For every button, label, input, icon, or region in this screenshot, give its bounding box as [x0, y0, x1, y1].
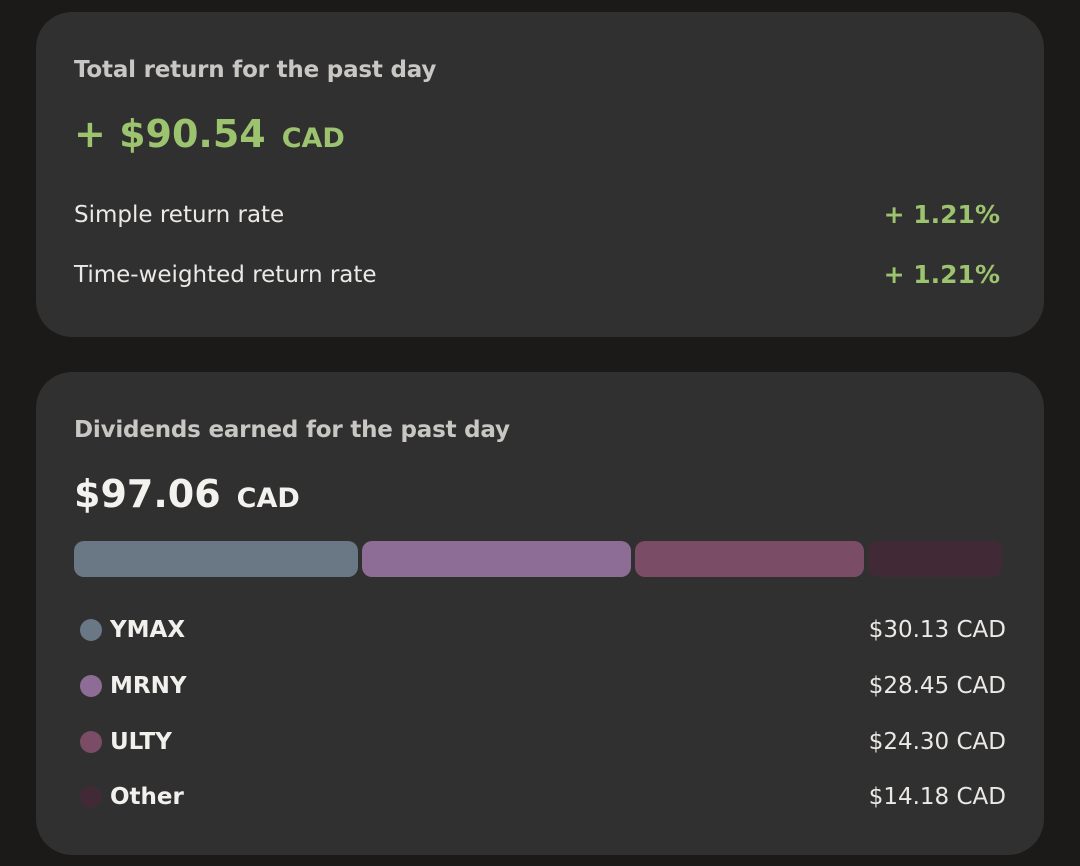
total-return-amount: + $90.54 CAD [74, 112, 345, 156]
dividends-breakdown-bar [74, 541, 1002, 577]
legend-row-other[interactable]: Other $14.18 CAD [80, 784, 1006, 810]
legend-value-ulty: $24.30 CAD [868, 729, 1006, 755]
time-weighted-return-value: + 1.21% [883, 260, 1000, 289]
dividends-title: Dividends earned for the past day [74, 417, 510, 443]
mrny-color-dot [80, 675, 102, 697]
legend-name-ulty: ULTY [110, 729, 172, 755]
legend-row-mrny[interactable]: MRNY $28.45 CAD [80, 673, 1006, 699]
simple-return-value: + 1.21% [883, 200, 1000, 229]
time-weighted-return-row: Time-weighted return rate + 1.21% [74, 260, 1000, 289]
total-return-currency: CAD [281, 123, 345, 154]
time-weighted-return-label: Time-weighted return rate [74, 261, 377, 288]
simple-return-label: Simple return rate [74, 201, 285, 228]
total-return-value: + $90.54 [74, 112, 266, 156]
total-return-title: Total return for the past day [74, 57, 437, 83]
ymax-color-dot [80, 619, 102, 641]
dividends-currency: CAD [236, 483, 300, 514]
legend-name-other: Other [110, 784, 184, 810]
dividends-card: Dividends earned for the past day $97.06… [36, 372, 1044, 855]
legend-row-ulty[interactable]: ULTY $24.30 CAD [80, 729, 1006, 755]
segment-ymax [74, 541, 359, 577]
legend-name-mrny: MRNY [110, 673, 187, 699]
legend-name-ymax: YMAX [110, 617, 186, 643]
legend-value-ymax: $30.13 CAD [868, 617, 1006, 643]
legend-value-mrny: $28.45 CAD [868, 673, 1006, 699]
segment-other [868, 541, 1002, 577]
ulty-color-dot [80, 731, 102, 753]
simple-return-row: Simple return rate + 1.21% [74, 200, 1000, 229]
segment-ulty [634, 541, 865, 577]
dividends-amount: $97.06 CAD [74, 472, 300, 516]
dividends-value: $97.06 [74, 472, 221, 516]
legend-row-ymax[interactable]: YMAX $30.13 CAD [80, 617, 1006, 643]
total-return-card: Total return for the past day + $90.54 C… [36, 12, 1044, 337]
other-color-dot [80, 786, 102, 808]
legend-value-other: $14.18 CAD [868, 784, 1006, 810]
segment-mrny [362, 541, 631, 577]
